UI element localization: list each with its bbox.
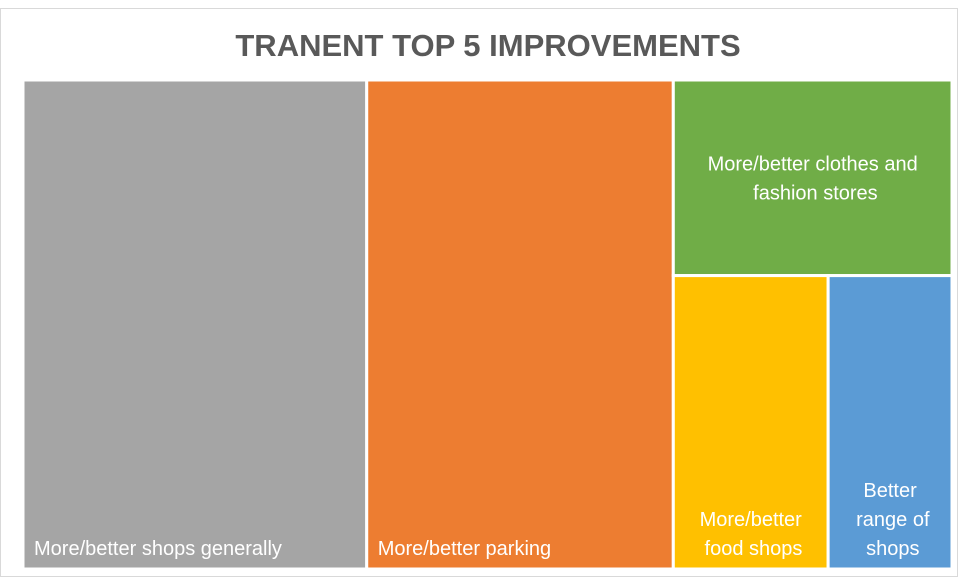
tile [826, 274, 954, 571]
tile-label: More/better shops generally [34, 538, 282, 560]
chart-title: TRANENT TOP 5 IMPROVEMENTS [235, 28, 740, 63]
tile-label: More/better clothes and fashion stores [708, 153, 918, 204]
tile [365, 78, 675, 571]
tile [671, 78, 954, 278]
tile-label: More/better parking [378, 538, 551, 560]
tile-label: More/better food shops [699, 509, 802, 560]
tile-label: Better range of shops [851, 480, 930, 560]
tile [21, 78, 369, 571]
